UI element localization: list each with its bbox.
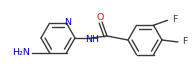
Text: O: O — [96, 12, 104, 22]
Text: H₂N: H₂N — [12, 48, 31, 57]
Text: F: F — [172, 15, 177, 24]
Text: N: N — [64, 18, 71, 27]
Text: NH: NH — [85, 34, 99, 44]
Text: F: F — [182, 38, 188, 46]
